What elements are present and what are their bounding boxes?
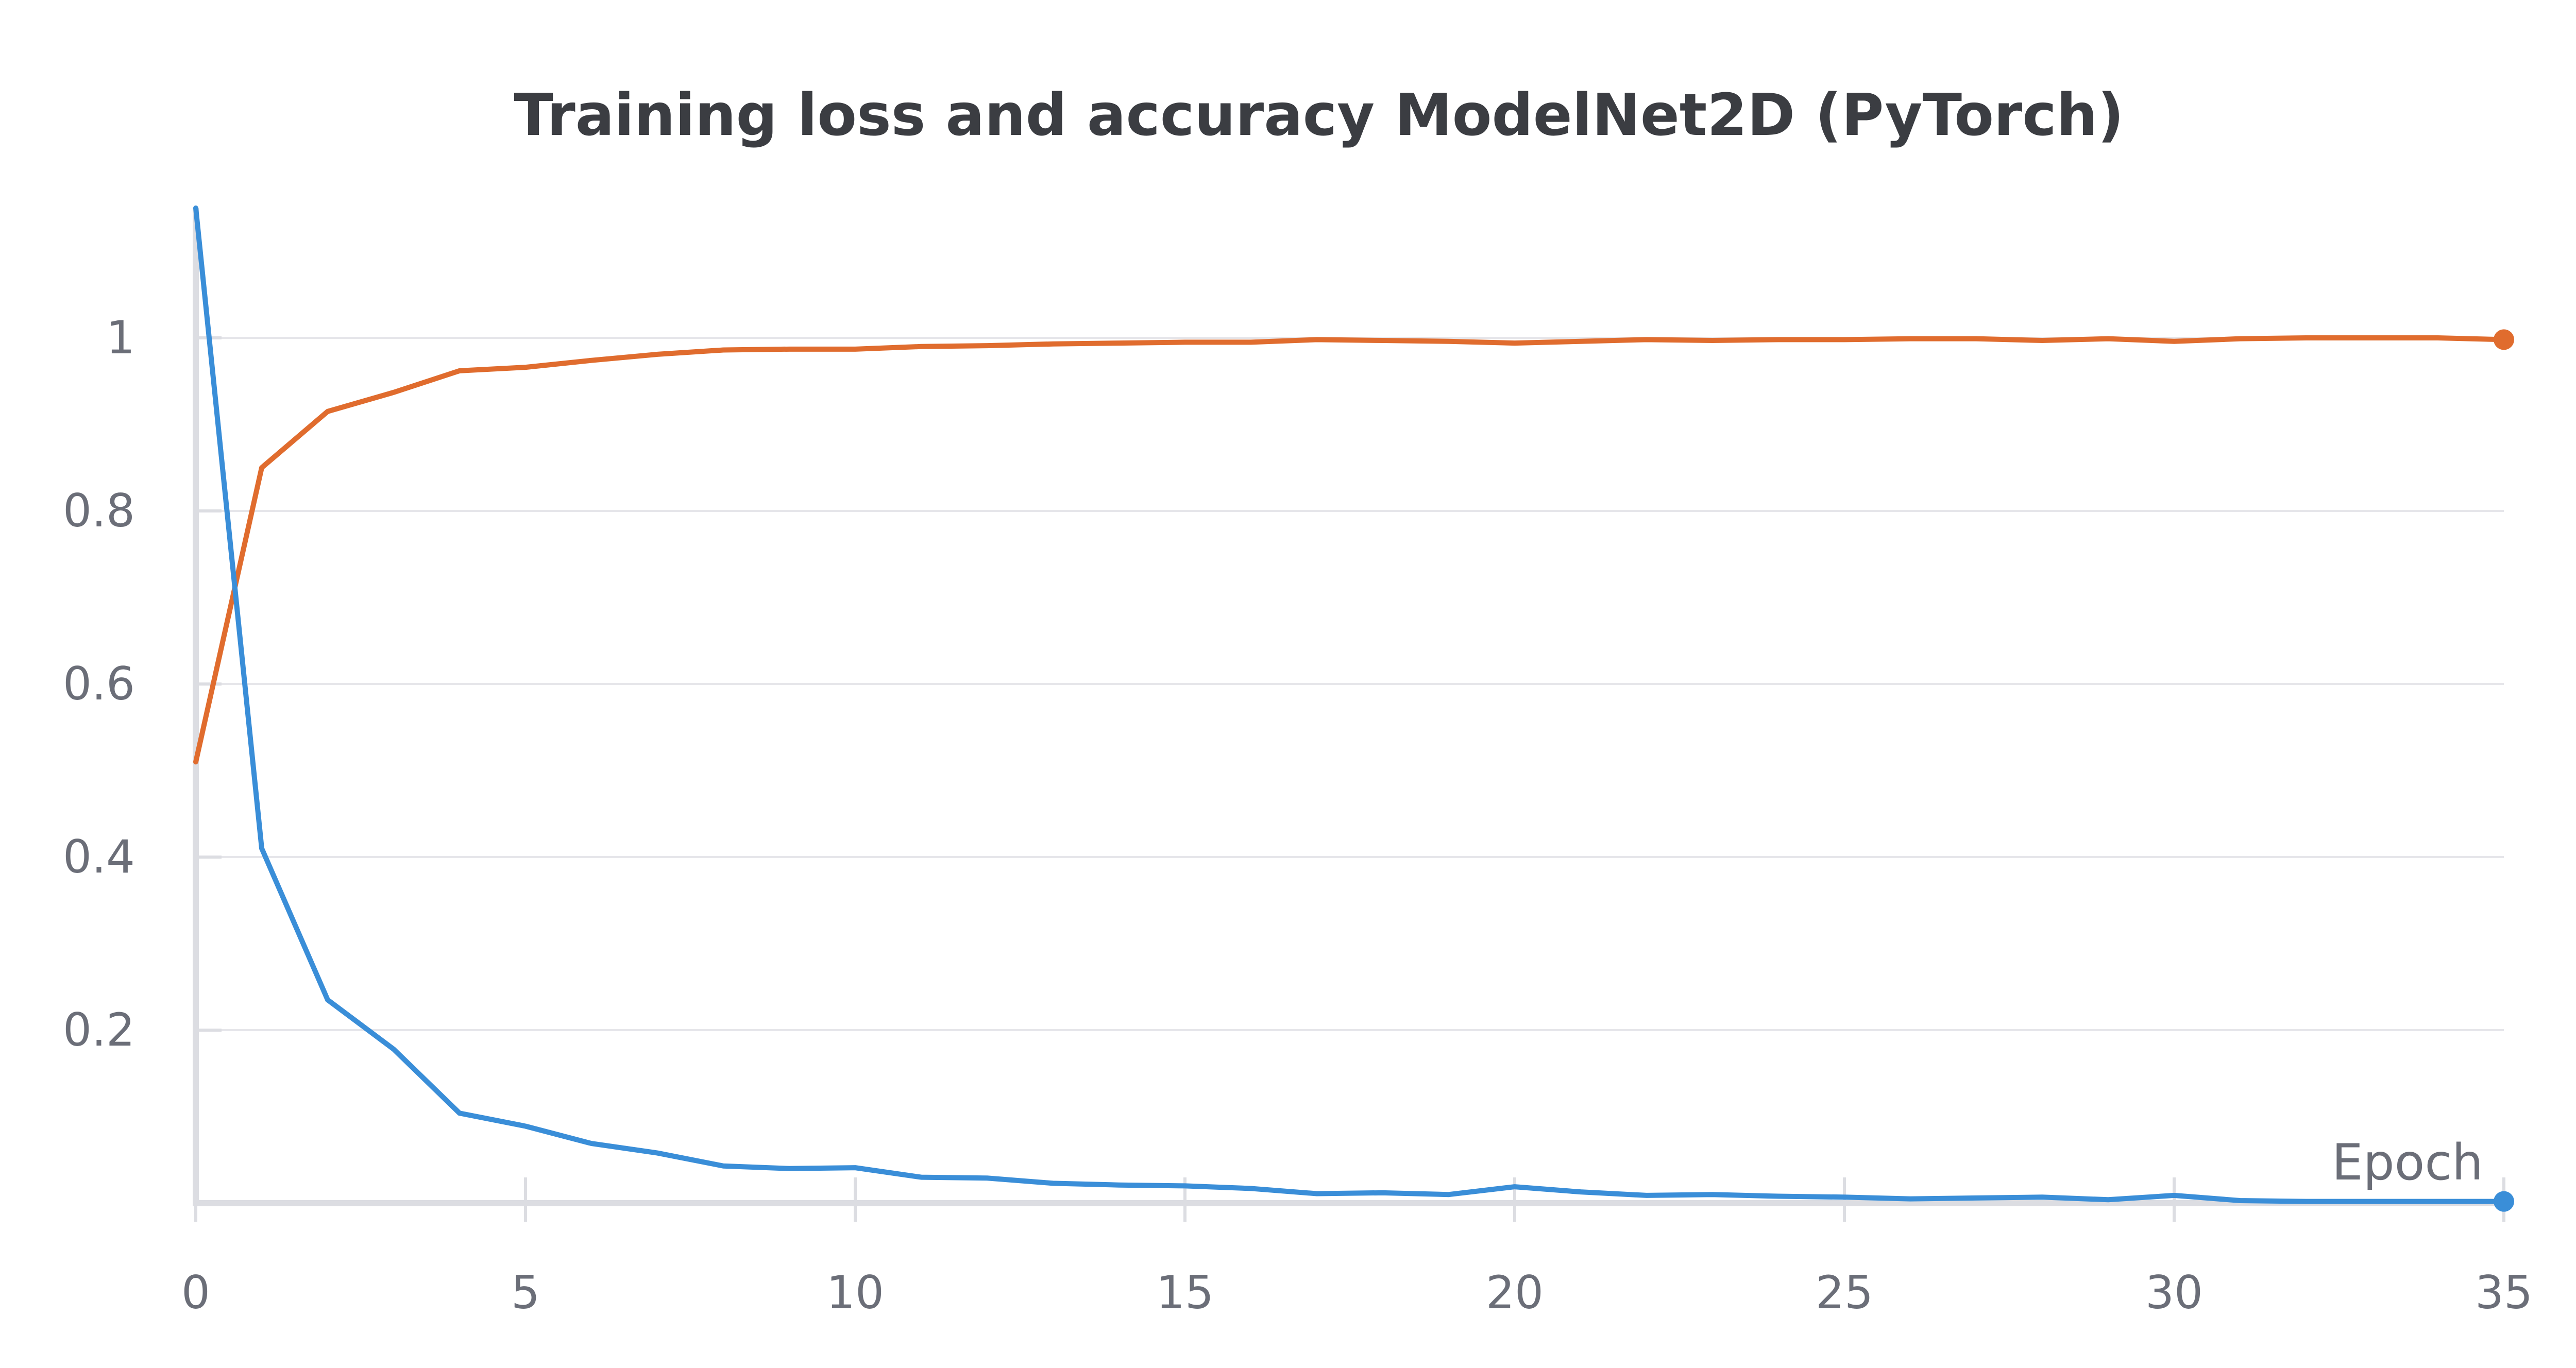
axes bbox=[193, 208, 2505, 1222]
y-tick-label: 0.6 bbox=[63, 657, 135, 710]
chart-title: Training loss and accuracy ModelNet2D (P… bbox=[514, 82, 2124, 149]
series-line-1 bbox=[193, 335, 2506, 765]
series-end-marker-1 bbox=[2494, 329, 2514, 350]
x-tick-label: 20 bbox=[1486, 1266, 1544, 1319]
tick-labels: 0.20.40.60.810 5 10 15 20 25 30 35 bbox=[63, 311, 2533, 1319]
x-tick-label: 0 bbox=[181, 1266, 210, 1319]
x-tick-label: 35 bbox=[2475, 1266, 2533, 1319]
x-tick-label: 25 bbox=[1816, 1266, 1873, 1319]
x-tick-label: 5 bbox=[511, 1266, 540, 1319]
grid bbox=[196, 337, 2504, 1031]
y-tick-label: 0.2 bbox=[63, 1003, 135, 1056]
x-tick-label: 10 bbox=[826, 1266, 884, 1319]
y-tick-label: 1 bbox=[106, 311, 135, 364]
x-tick-label: 15 bbox=[1156, 1266, 1214, 1319]
series-end-marker-2 bbox=[2494, 1191, 2514, 1212]
x-tick-label: 30 bbox=[2145, 1266, 2203, 1319]
y-tick-label: 0.8 bbox=[63, 484, 135, 537]
x-axis-label: Epoch bbox=[2332, 1134, 2483, 1191]
series-layer bbox=[193, 206, 2514, 1212]
series-line-2 bbox=[193, 206, 2506, 1204]
y-tick-label: 0.4 bbox=[63, 830, 135, 883]
